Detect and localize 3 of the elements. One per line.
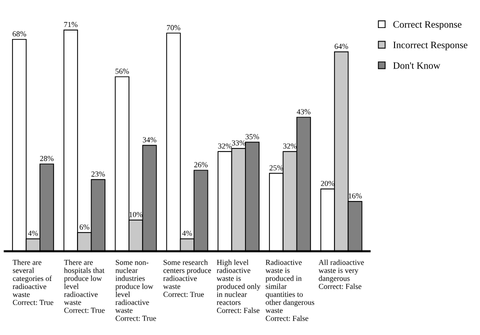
legend-label: Correct Response (393, 21, 462, 30)
legend-label: Incorrect Response (393, 42, 468, 50)
legend-label: Don't Know (393, 62, 440, 69)
